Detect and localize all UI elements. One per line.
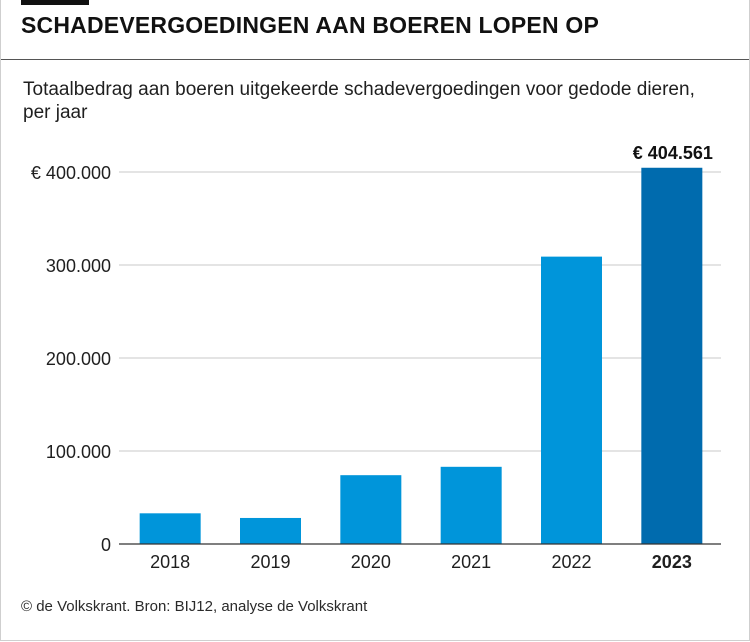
x-tick-label: 2023 xyxy=(652,552,692,572)
x-tick-label: 2019 xyxy=(250,552,290,572)
y-tick-label: 100.000 xyxy=(46,442,111,462)
y-tick-label: 0 xyxy=(101,535,111,555)
source-credit: © de Volkskrant. Bron: BIJ12, analyse de… xyxy=(21,598,368,615)
y-tick-label: 200.000 xyxy=(46,349,111,369)
bar xyxy=(541,256,602,544)
bar xyxy=(240,517,301,544)
bar xyxy=(440,466,502,544)
data-label: € 404.561 xyxy=(633,143,713,163)
chart-subtitle: Totaalbedrag aan boeren uitgekeerde scha… xyxy=(23,79,695,123)
header-divider xyxy=(1,59,749,60)
bar xyxy=(139,513,201,544)
bar xyxy=(340,475,402,544)
bar xyxy=(641,167,703,544)
y-tick-label: € 400.000 xyxy=(31,163,111,183)
chart-headline: SCHADEVERGOEDINGEN AAN BOEREN LOPEN OP xyxy=(21,12,599,38)
x-tick-label: 2018 xyxy=(150,552,190,572)
y-tick-label: 300.000 xyxy=(46,256,111,276)
top-accent-rule xyxy=(21,0,89,5)
x-tick-label: 2020 xyxy=(351,552,391,572)
x-tick-label: 2022 xyxy=(551,552,591,572)
x-tick-label: 2021 xyxy=(451,552,491,572)
